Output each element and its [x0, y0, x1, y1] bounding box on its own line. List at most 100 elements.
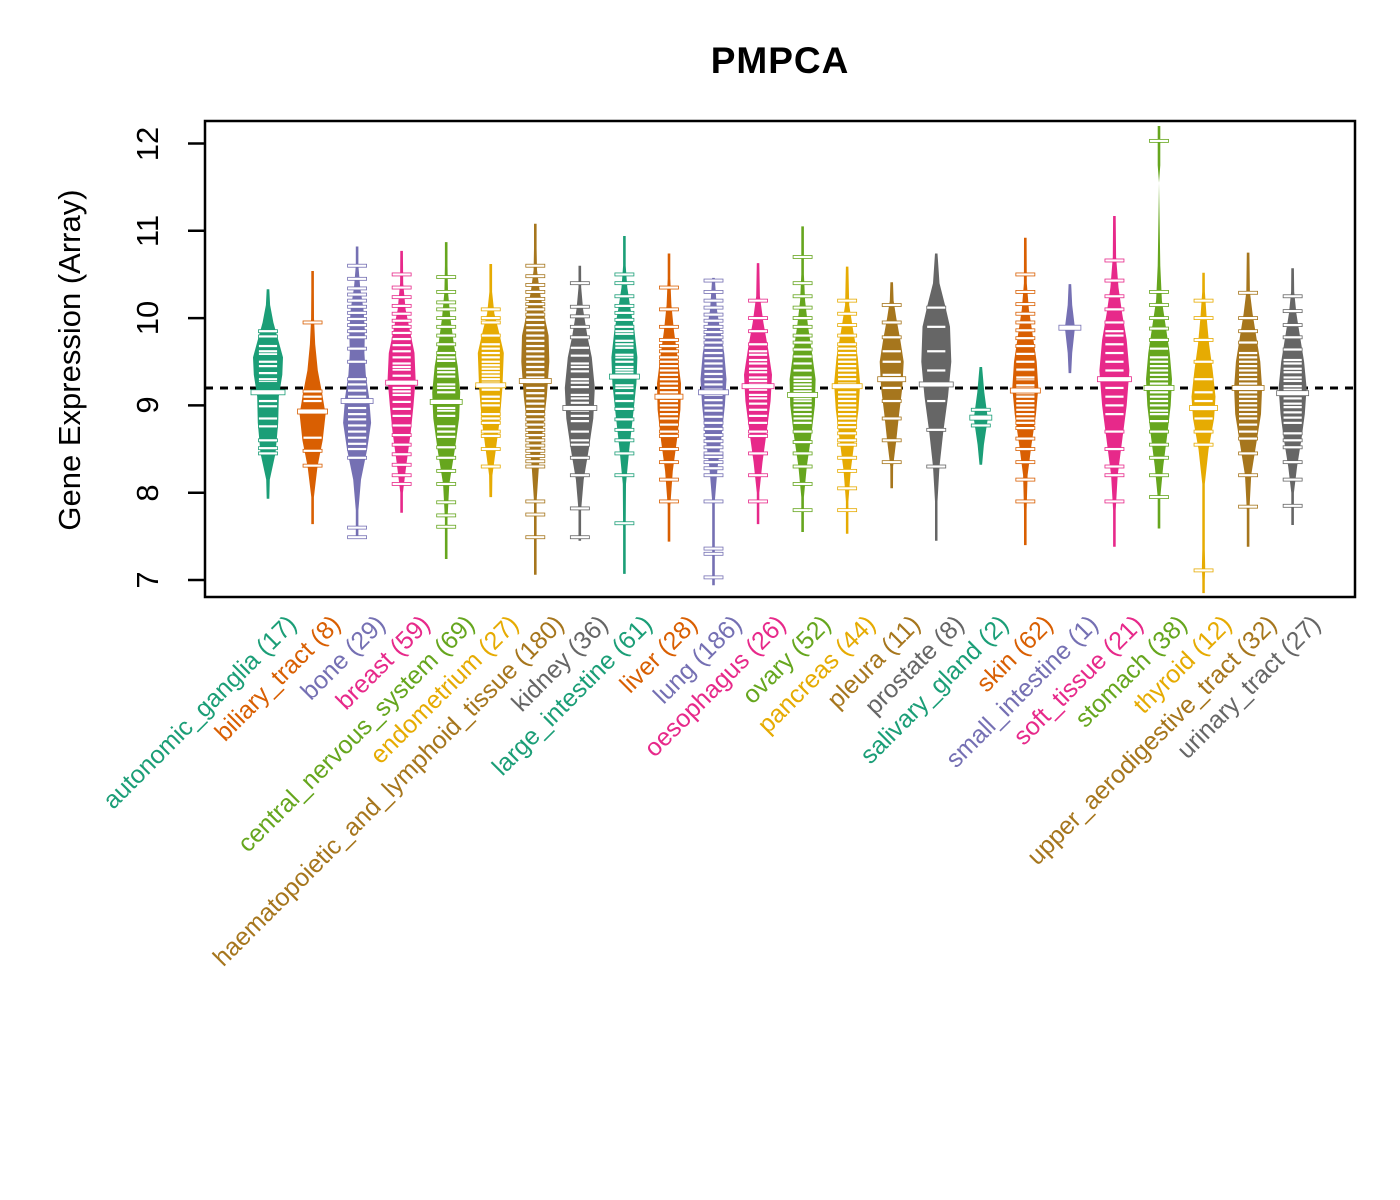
data-line — [703, 433, 724, 437]
data-line — [480, 464, 501, 469]
data-line — [347, 382, 368, 387]
data-line — [525, 406, 546, 411]
data-line — [703, 345, 724, 350]
data-line — [792, 429, 813, 434]
data-line — [1015, 436, 1036, 441]
data-line — [1282, 294, 1303, 299]
data-line — [1282, 410, 1303, 415]
data-line — [480, 387, 501, 392]
mean-line — [787, 392, 818, 398]
data-line — [703, 335, 724, 340]
data-line — [436, 366, 457, 371]
data-line — [792, 379, 813, 383]
data-line — [525, 438, 546, 443]
data-line — [1193, 568, 1214, 573]
data-line — [1149, 316, 1169, 321]
data-line — [1238, 422, 1258, 427]
data-line — [302, 320, 323, 325]
data-line — [837, 351, 858, 355]
data-line — [525, 263, 546, 268]
violin-pleura — [879, 282, 904, 489]
data-line — [1238, 394, 1258, 399]
data-line — [1015, 499, 1036, 504]
data-line — [792, 416, 813, 421]
data-line — [1104, 386, 1125, 390]
data-line — [525, 417, 546, 422]
data-line — [480, 403, 501, 408]
data-line — [703, 499, 724, 504]
data-line — [614, 272, 635, 277]
data-line — [792, 340, 813, 345]
data-line — [525, 302, 546, 307]
data-line — [436, 333, 457, 338]
data-line — [1238, 390, 1258, 395]
data-line — [1238, 372, 1258, 377]
data-line — [1149, 412, 1169, 417]
data-line — [1193, 338, 1214, 342]
y-tick-label: 10 — [130, 300, 165, 336]
data-line — [792, 347, 813, 352]
data-line — [569, 369, 590, 374]
data-line — [881, 416, 902, 421]
data-line — [614, 317, 635, 322]
data-line — [614, 473, 635, 478]
data-line — [436, 500, 457, 505]
data-line — [748, 316, 768, 321]
data-line — [748, 361, 768, 366]
data-line — [926, 349, 947, 354]
data-line — [614, 451, 635, 456]
mean-line — [1009, 387, 1041, 394]
data-line — [436, 424, 457, 429]
data-line — [302, 389, 323, 394]
violin-group — [250, 126, 1310, 594]
data-line — [1238, 451, 1258, 456]
data-line — [436, 307, 457, 312]
data-line — [748, 401, 768, 406]
data-line — [703, 445, 724, 450]
mean-line — [698, 389, 729, 396]
data-line — [1149, 403, 1169, 408]
data-line — [792, 255, 813, 259]
data-line — [436, 351, 457, 355]
data-line — [525, 296, 546, 301]
data-line — [659, 447, 679, 451]
data-line — [1238, 412, 1258, 417]
data-line — [926, 399, 947, 403]
data-line — [703, 575, 724, 580]
data-line — [659, 338, 679, 342]
data-line — [391, 318, 412, 323]
data-line — [1193, 429, 1214, 434]
mean-line — [385, 379, 419, 386]
data-line — [347, 423, 368, 428]
data-line — [1015, 320, 1036, 325]
data-line — [837, 311, 858, 316]
data-line — [1282, 379, 1303, 383]
data-line — [614, 399, 635, 403]
data-line — [569, 400, 590, 405]
data-line — [480, 429, 501, 434]
data-line — [1015, 412, 1036, 417]
data-line — [480, 370, 501, 375]
data-line — [391, 373, 412, 378]
data-line — [1015, 399, 1036, 403]
data-line — [1238, 381, 1258, 386]
data-line — [792, 508, 813, 513]
data-line — [1104, 473, 1125, 478]
data-line — [748, 499, 768, 504]
data-line — [703, 403, 724, 408]
data-line — [792, 382, 813, 387]
data-line — [837, 412, 858, 417]
data-line — [1238, 364, 1258, 369]
data-line — [480, 420, 501, 425]
data-line — [1149, 290, 1169, 294]
data-line — [1193, 377, 1214, 382]
data-line — [1149, 408, 1169, 413]
data-line — [391, 413, 412, 418]
data-line — [391, 355, 412, 360]
data-line — [347, 323, 368, 327]
data-line — [748, 429, 768, 434]
data-line — [659, 364, 679, 369]
data-line — [837, 442, 858, 447]
